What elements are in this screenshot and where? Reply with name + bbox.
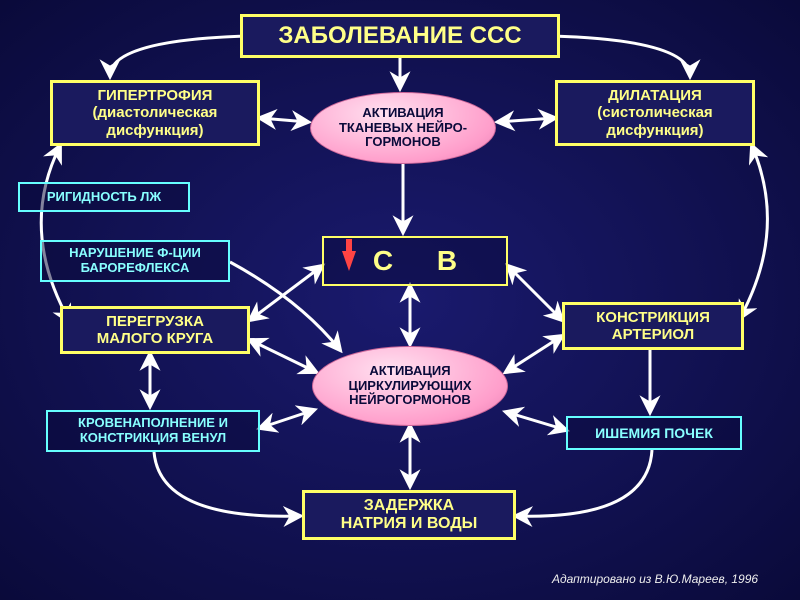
node-dilation: ДИЛАТАЦИЯ(систолическаядисфункция) <box>555 80 755 146</box>
edge-title-dilation <box>552 36 690 76</box>
edge-title-hypertrophy <box>110 36 248 76</box>
node-label: ЗАДЕРЖКАНАТРИЯ И ВОДЫ <box>341 497 478 534</box>
edge-ischemia-sodium <box>516 450 652 516</box>
edge-dilation-tissue <box>498 118 555 122</box>
node-label: ИШЕМИЯ ПОЧЕК <box>595 425 713 441</box>
node-circulating: АКТИВАЦИЯЦИРКУЛИРУЮЩИХНЕЙРОГОРМОНОВ <box>312 346 508 426</box>
edge-constriction-sv <box>508 266 562 320</box>
node-label: ЗАБОЛЕВАНИЕ ССС <box>278 22 521 50</box>
node-baroreflex: НАРУШЕНИЕ Ф-ЦИИБАРОРЕФЛЕКСА <box>40 240 230 282</box>
node-ischemia: ИШЕМИЯ ПОЧЕК <box>566 416 742 450</box>
down-arrow-icon <box>342 251 356 271</box>
edge-overload-sv <box>250 266 322 320</box>
node-label: ДИЛАТАЦИЯ(систолическаядисфункция) <box>597 87 712 139</box>
node-hypertrophy: ГИПЕРТРОФИЯ(диастолическаядисфункция) <box>50 80 260 146</box>
citation-text: Адаптировано из В.Ю.Мареев, 1996 <box>552 572 758 586</box>
edge-venules-circulating <box>260 410 314 428</box>
node-overload: ПЕРЕГРУЗКАМАЛОГО КРУГА <box>60 306 250 354</box>
node-label: РИГИДНОСТЬ ЛЖ <box>47 190 161 205</box>
edge-dilation-constriction <box>740 146 767 318</box>
node-rigidity: РИГИДНОСТЬ ЛЖ <box>18 182 190 212</box>
edge-hypertrophy-overload <box>41 146 70 322</box>
node-label: ПЕРЕГРУЗКАМАЛОГО КРУГА <box>97 313 214 348</box>
node-sv: С В <box>322 236 508 286</box>
node-label: КРОВЕНАПОЛНЕНИЕ ИКОНСТРИКЦИЯ ВЕНУЛ <box>78 416 228 446</box>
node-label: С В <box>373 245 475 277</box>
edge-venules-sodium <box>154 452 300 516</box>
node-label: ГИПЕРТРОФИЯ(диастолическаядисфункция) <box>93 87 218 139</box>
edge-hypertrophy-tissue <box>260 118 308 122</box>
node-tissue: АКТИВАЦИЯТКАНЕВЫХ НЕЙРО-ГОРМОНОВ <box>310 92 496 164</box>
node-label: АКТИВАЦИЯЦИРКУЛИРУЮЩИХНЕЙРОГОРМОНОВ <box>348 364 471 409</box>
edge-ischemia-circulating <box>506 412 566 430</box>
node-constriction: КОНСТРИКЦИЯАРТЕРИОЛ <box>562 302 744 350</box>
edge-constriction-circulating <box>506 336 562 372</box>
node-label: АКТИВАЦИЯТКАНЕВЫХ НЕЙРО-ГОРМОНОВ <box>339 106 467 151</box>
node-label: НАРУШЕНИЕ Ф-ЦИИБАРОРЕФЛЕКСА <box>69 246 201 276</box>
node-label: КОНСТРИКЦИЯАРТЕРИОЛ <box>596 309 710 344</box>
node-venules: КРОВЕНАПОЛНЕНИЕ ИКОНСТРИКЦИЯ ВЕНУЛ <box>46 410 260 452</box>
edge-overload-circulating <box>250 340 316 372</box>
node-sodium: ЗАДЕРЖКАНАТРИЯ И ВОДЫ <box>302 490 516 540</box>
node-title: ЗАБОЛЕВАНИЕ ССС <box>240 14 560 58</box>
